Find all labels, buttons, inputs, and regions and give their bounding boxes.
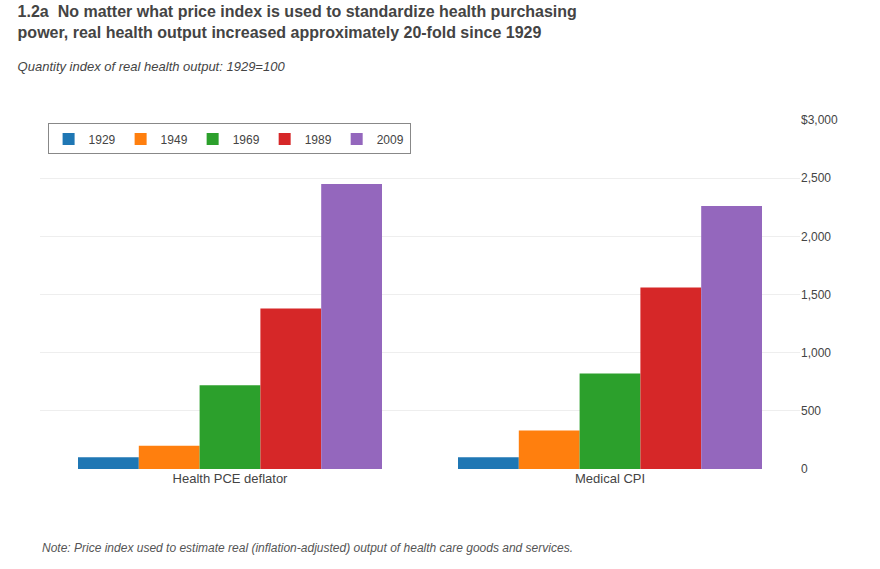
svg-text:$3,000: $3,000 (801, 113, 838, 127)
svg-text:Health PCE deflator: Health PCE deflator (173, 471, 289, 486)
svg-text:2,000: 2,000 (801, 230, 831, 244)
svg-text:1949: 1949 (161, 133, 188, 147)
svg-text:1989: 1989 (305, 133, 332, 147)
svg-text:2009: 2009 (377, 133, 404, 147)
svg-text:2,500: 2,500 (801, 171, 831, 185)
svg-text:1929: 1929 (89, 133, 116, 147)
svg-text:Quantity index of real health: Quantity index of real health output: 19… (18, 59, 286, 74)
svg-text:1.2a No matter what price ind: 1.2a No matter what price index is used … (18, 3, 577, 41)
svg-text:Medical CPI: Medical CPI (575, 471, 645, 486)
svg-text:1,000: 1,000 (801, 346, 831, 360)
svg-text:Note: Price index used to esti: Note: Price index used to estimate real … (42, 541, 573, 555)
svg-text:0: 0 (801, 462, 808, 476)
svg-text:500: 500 (801, 404, 821, 418)
svg-text:1,500: 1,500 (801, 288, 831, 302)
svg-text:1969: 1969 (233, 133, 260, 147)
